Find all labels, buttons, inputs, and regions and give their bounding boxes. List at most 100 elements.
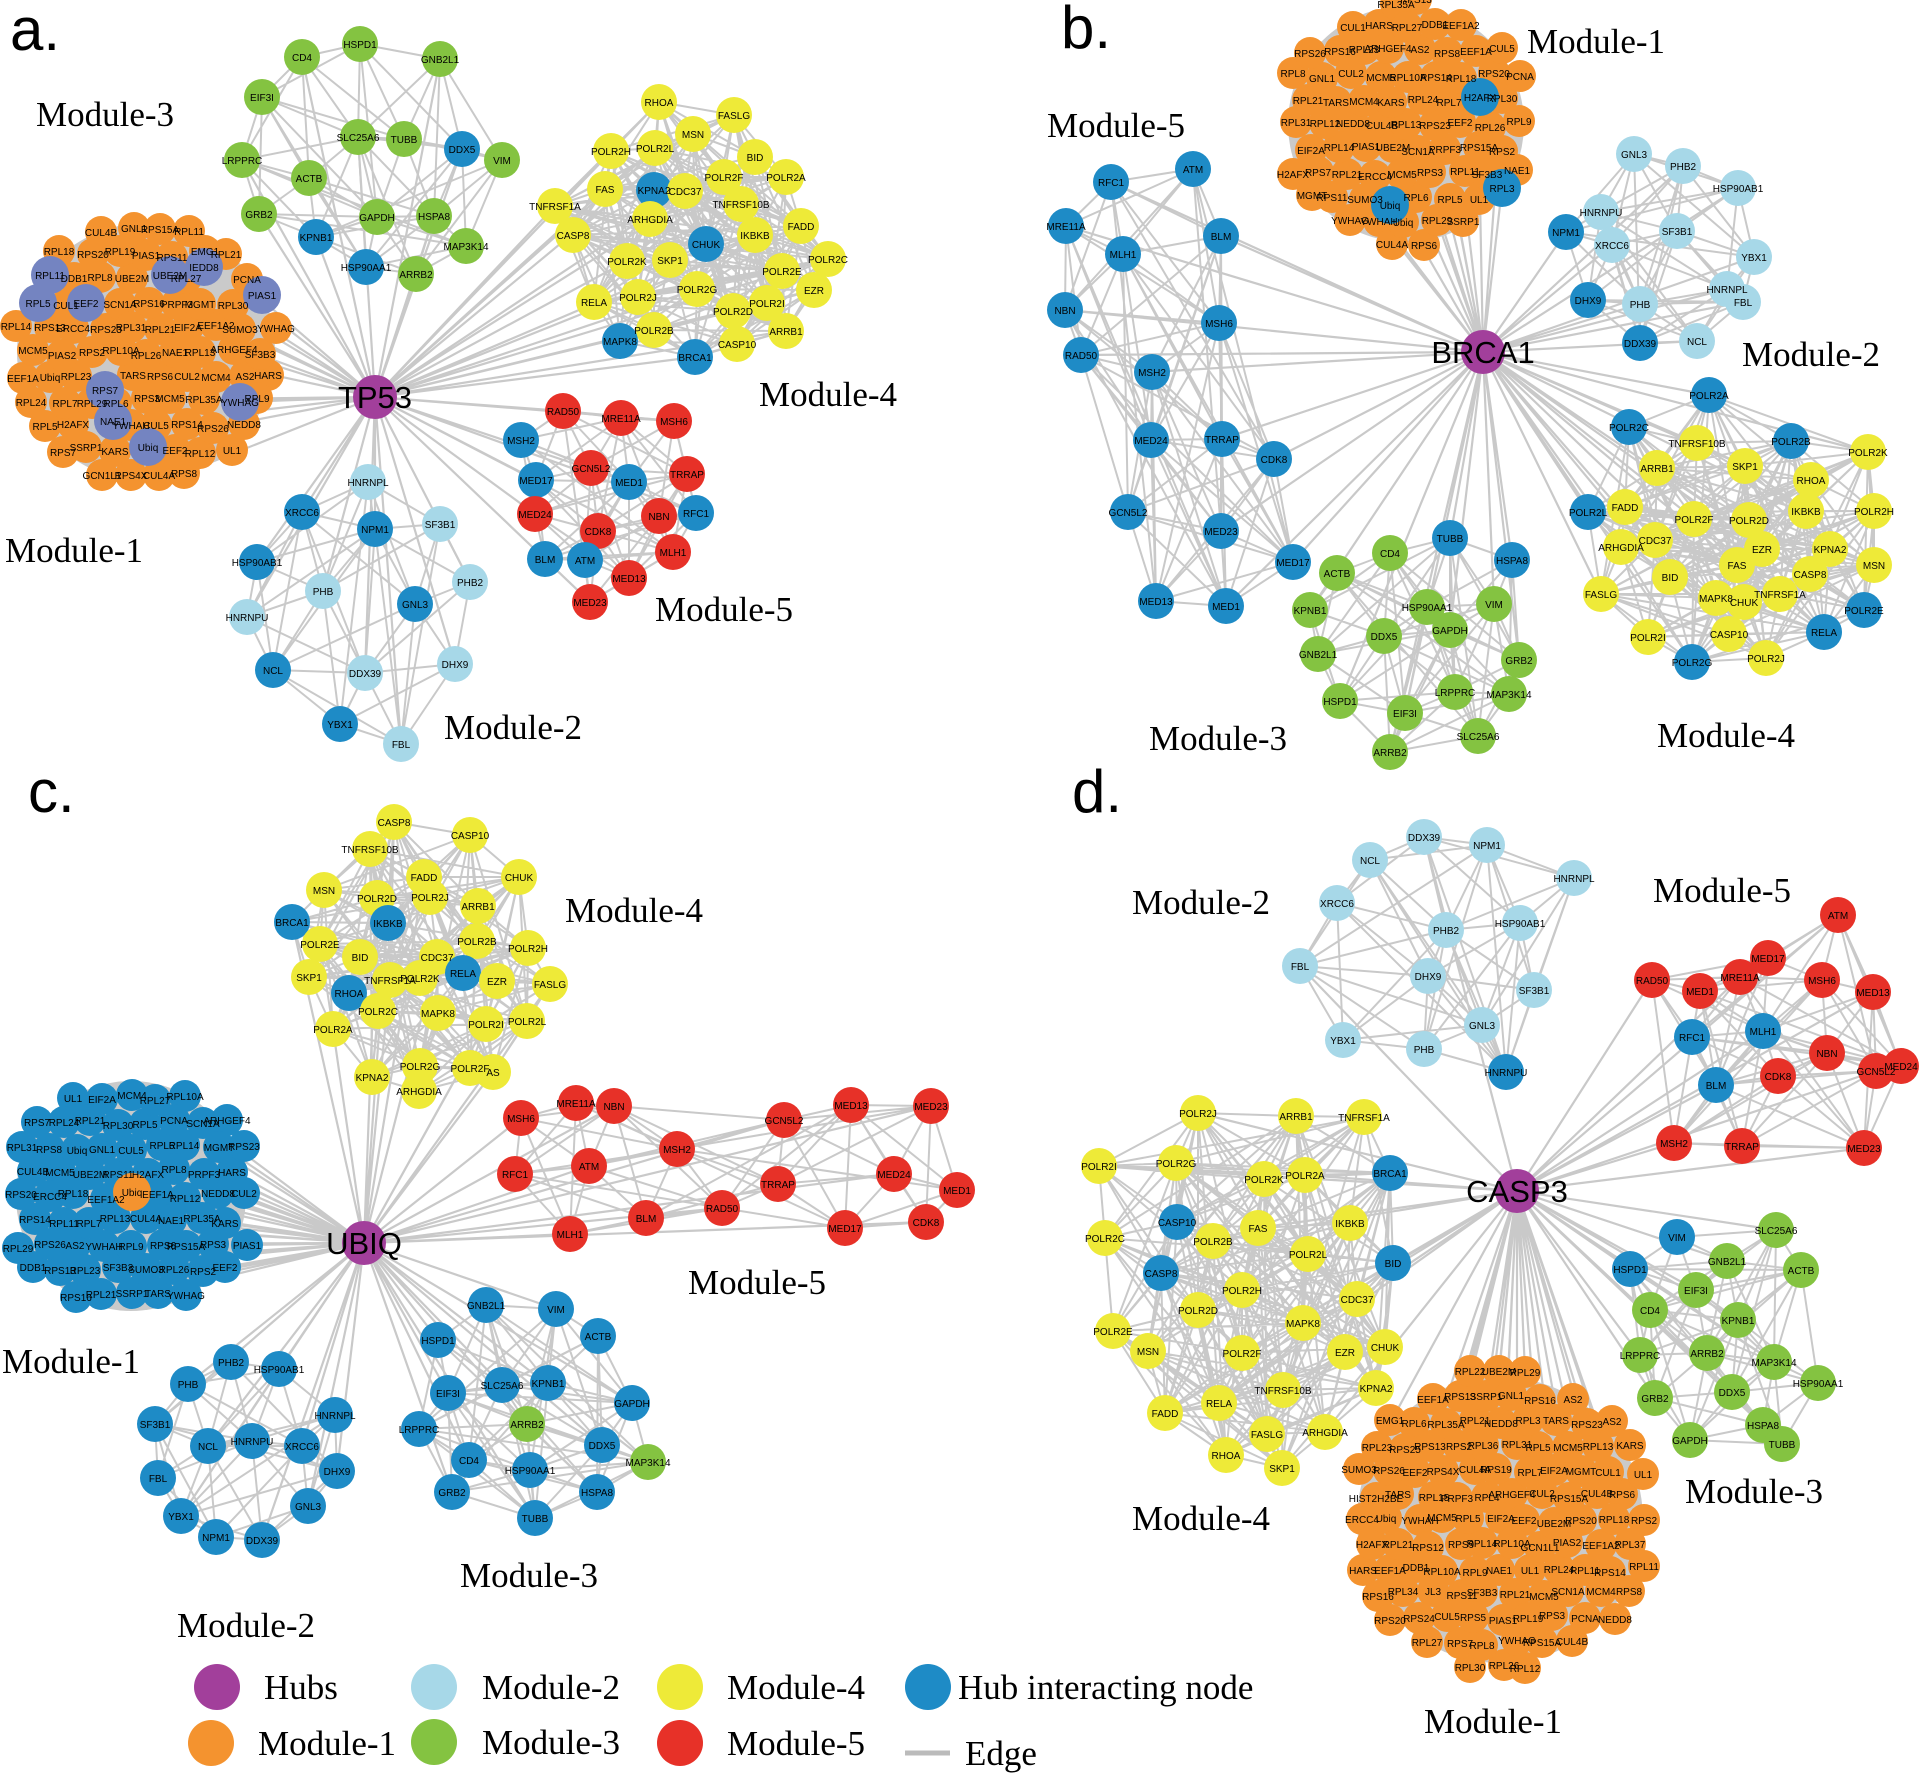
svg-text:TNFRSF10B: TNFRSF10B: [1254, 1386, 1312, 1397]
svg-text:YBX1: YBX1: [1330, 1036, 1356, 1047]
svg-text:RPL6: RPL6: [1401, 1419, 1426, 1430]
svg-text:RPL29: RPL29: [1510, 1368, 1541, 1379]
svg-text:RPS13: RPS13: [1444, 1392, 1476, 1403]
svg-text:HSP90AA1: HSP90AA1: [1402, 603, 1453, 614]
svg-text:GRB2: GRB2: [1641, 1394, 1669, 1405]
svg-text:PCNA: PCNA: [233, 275, 261, 286]
svg-text:DDX5: DDX5: [589, 1441, 616, 1452]
svg-text:RPS16: RPS16: [60, 1293, 92, 1304]
svg-text:RPL31: RPL31: [7, 1143, 38, 1154]
svg-text:CASP10: CASP10: [1158, 1218, 1197, 1229]
svg-text:POLR2C: POLR2C: [1609, 423, 1649, 434]
svg-text:ARRB1: ARRB1: [1279, 1112, 1313, 1123]
svg-text:CASP8: CASP8: [1145, 1269, 1178, 1280]
svg-text:MED13: MED13: [834, 1101, 868, 1112]
svg-text:POLR2F: POLR2F: [1223, 1349, 1262, 1360]
svg-text:MED1: MED1: [943, 1186, 971, 1197]
svg-text:ATM: ATM: [579, 1162, 599, 1173]
svg-text:CUL2: CUL2: [174, 372, 200, 383]
svg-text:SLC25A6: SLC25A6: [1755, 1226, 1798, 1237]
svg-text:EZR: EZR: [1335, 1348, 1355, 1359]
svg-text:POLR2J: POLR2J: [411, 893, 449, 904]
svg-text:RPS3: RPS3: [1417, 168, 1444, 179]
svg-text:MSN: MSN: [313, 886, 335, 897]
svg-text:RPS2: RPS2: [1489, 147, 1516, 158]
svg-text:RPL22: RPL22: [1455, 1367, 1486, 1378]
svg-text:CUL1: CUL1: [1595, 1468, 1621, 1479]
svg-text:CHUK: CHUK: [1730, 598, 1759, 609]
svg-text:SUMO3: SUMO3: [1341, 1465, 1377, 1476]
svg-text:MED23: MED23: [914, 1102, 948, 1113]
svg-text:UL1: UL1: [64, 1094, 83, 1105]
svg-text:GNB2L1: GNB2L1: [421, 55, 460, 66]
svg-text:GCN5L2: GCN5L2: [765, 1116, 804, 1127]
svg-text:RPS20: RPS20: [1374, 1616, 1406, 1627]
svg-text:GNB2L1: GNB2L1: [1708, 1257, 1747, 1268]
svg-text:MAPK8: MAPK8: [1699, 594, 1733, 605]
svg-text:NEDD8: NEDD8: [201, 1189, 235, 1200]
svg-text:TUBB: TUBB: [391, 135, 418, 146]
svg-text:CUL2: CUL2: [1338, 69, 1364, 80]
svg-text:HARS: HARS: [1365, 21, 1393, 32]
svg-text:RPL8: RPL8: [87, 273, 112, 284]
svg-text:POLR2J: POLR2J: [1179, 1109, 1217, 1120]
svg-text:RHOA: RHOA: [1797, 476, 1826, 487]
svg-text:RPL29: RPL29: [77, 399, 108, 410]
svg-text:DDX39: DDX39: [246, 1536, 279, 1547]
svg-text:HSPA8: HSPA8: [418, 212, 450, 223]
svg-text:RPL21: RPL21: [86, 1290, 117, 1301]
svg-text:HSP90AA1: HSP90AA1: [1793, 1379, 1844, 1390]
svg-text:NAE1: NAE1: [1504, 166, 1531, 177]
svg-text:ARHGDIA: ARHGDIA: [396, 1087, 442, 1098]
svg-text:EEF1A: EEF1A: [7, 374, 39, 385]
svg-text:HARS: HARS: [1349, 1566, 1377, 1577]
svg-text:MED23: MED23: [573, 598, 607, 609]
svg-text:HSP90AB1: HSP90AB1: [1495, 919, 1546, 930]
svg-text:RPS4X: RPS4X: [115, 471, 148, 482]
svg-text:RELA: RELA: [581, 298, 607, 309]
svg-text:Module-5: Module-5: [688, 1263, 826, 1302]
svg-text:NBN: NBN: [1054, 306, 1075, 317]
svg-text:RPL24: RPL24: [49, 1118, 80, 1129]
svg-text:MAPK8: MAPK8: [603, 337, 637, 348]
svg-text:RPL10A: RPL10A: [1423, 1567, 1461, 1578]
svg-text:RPL11: RPL11: [174, 227, 204, 238]
svg-text:RHOA: RHOA: [1212, 1451, 1241, 1462]
svg-text:CASP10: CASP10: [1710, 630, 1749, 641]
svg-text:RPS8: RPS8: [36, 1145, 63, 1156]
svg-text:TUBB: TUBB: [1769, 1440, 1796, 1451]
svg-text:UBE2M: UBE2M: [73, 1170, 107, 1181]
svg-text:FBL: FBL: [149, 1474, 168, 1485]
svg-text:IEDD8: IEDD8: [189, 263, 219, 274]
svg-text:Module-3: Module-3: [1685, 1472, 1823, 1511]
svg-text:RELA: RELA: [1811, 628, 1837, 639]
svg-text:ERCC4: ERCC4: [1345, 1515, 1379, 1526]
svg-text:BID: BID: [352, 953, 369, 964]
svg-text:TNFRSF1A: TNFRSF1A: [1338, 1113, 1390, 1124]
svg-text:PRPF3: PRPF3: [1429, 145, 1462, 156]
svg-text:GNB2L1: GNB2L1: [467, 1301, 506, 1312]
svg-text:RPS26: RPS26: [197, 424, 229, 435]
svg-text:HSP90AA1: HSP90AA1: [341, 263, 392, 274]
svg-text:CD4: CD4: [1640, 1306, 1660, 1317]
svg-text:RPS7: RPS7: [24, 1118, 51, 1129]
svg-text:POLR2F: POLR2F: [451, 1064, 490, 1075]
svg-text:RPS12: RPS12: [1412, 1543, 1444, 1554]
svg-text:PIAS1: PIAS1: [1489, 1616, 1518, 1627]
svg-text:IKBKB: IKBKB: [1335, 1219, 1365, 1230]
svg-text:POLR2K: POLR2K: [1848, 448, 1888, 459]
svg-text:POLR2H: POLR2H: [591, 147, 631, 158]
svg-text:CUL4B: CUL4B: [1366, 121, 1399, 132]
svg-text:HARS: HARS: [254, 371, 282, 382]
svg-text:MSH2: MSH2: [663, 1145, 691, 1156]
svg-text:HSP90AB1: HSP90AB1: [254, 1365, 305, 1376]
svg-text:FAS: FAS: [596, 185, 615, 196]
svg-text:NCL: NCL: [263, 666, 283, 677]
svg-text:Module-1: Module-1: [2, 1342, 140, 1381]
svg-text:RPL3: RPL3: [1489, 184, 1514, 195]
svg-text:TRRAP: TRRAP: [1205, 435, 1239, 446]
svg-text:BRCA1: BRCA1: [1431, 335, 1534, 370]
svg-text:MGMT: MGMT: [204, 1143, 235, 1154]
svg-text:POLR2C: POLR2C: [808, 255, 848, 266]
svg-text:POLR2D: POLR2D: [713, 307, 753, 318]
